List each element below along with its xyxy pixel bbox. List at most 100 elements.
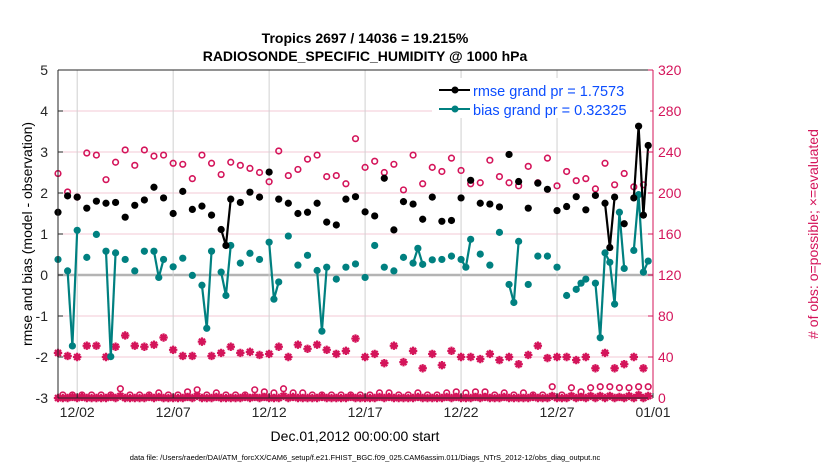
bias-point bbox=[639, 268, 648, 276]
evaluated-count-marker bbox=[370, 349, 379, 359]
possible-count-marker bbox=[275, 147, 283, 155]
evaluated-count-marker bbox=[197, 337, 207, 346]
y-right-tick-label: 40 bbox=[658, 349, 674, 365]
bias-point bbox=[467, 235, 475, 243]
evaluated-count-marker bbox=[389, 341, 399, 350]
evaluated-count-marker bbox=[207, 351, 216, 361]
evaluated-count-marker bbox=[274, 342, 283, 351]
bias-point bbox=[332, 275, 340, 283]
evaluated-count-marker bbox=[82, 341, 91, 350]
evaluated-count-marker bbox=[437, 361, 447, 370]
y-axis-right-label: # of obs: o=possible; ×=evaluated bbox=[805, 129, 821, 339]
chart-subtitle: RADIOSONDE_SPECIFIC_HUMIDITY @ 1000 hPa bbox=[203, 48, 528, 64]
evaluated-count-marker bbox=[552, 352, 562, 362]
bias-point bbox=[140, 247, 148, 255]
evaluated-offhour-marker bbox=[548, 391, 557, 401]
possible-offhour-marker bbox=[279, 385, 288, 393]
legend-rmse-label: rmse grand pr = 1.7573 bbox=[473, 84, 624, 100]
evaluated-count-marker bbox=[168, 345, 178, 355]
y-axis-label: rmse and bias (model - observation) bbox=[19, 122, 35, 346]
rmse-point bbox=[92, 197, 100, 205]
possible-count-marker bbox=[236, 161, 244, 169]
rmse-point bbox=[563, 202, 571, 211]
legend: rmse grand pr = 1.7573 bias grand pr = 0… bbox=[432, 78, 650, 119]
bias-point bbox=[265, 238, 273, 246]
legend-bias-label: bias grand pr = 0.32325 bbox=[473, 103, 627, 119]
evaluated-count-marker bbox=[351, 334, 360, 343]
bias-point bbox=[543, 252, 552, 260]
possible-count-marker bbox=[188, 175, 196, 183]
bias-point bbox=[462, 263, 470, 271]
x-tick-label: 01/01 bbox=[635, 404, 670, 420]
possible-count-marker bbox=[83, 149, 91, 157]
possible-offhour-marker bbox=[116, 385, 124, 393]
possible-count-marker bbox=[505, 179, 513, 187]
bias-point bbox=[313, 266, 321, 275]
bias-line-segment bbox=[599, 252, 607, 338]
rmse-point bbox=[620, 220, 628, 228]
evaluated-count-marker bbox=[341, 346, 351, 356]
y-tick-label: 3 bbox=[40, 144, 48, 160]
bias-point bbox=[510, 298, 518, 307]
legend-bias-marker bbox=[451, 105, 459, 113]
rmse-point bbox=[399, 198, 408, 206]
possible-offhour-marker bbox=[606, 383, 614, 391]
rmse-point bbox=[217, 225, 225, 234]
rmse-point bbox=[630, 194, 638, 202]
evaluated-count-marker bbox=[466, 352, 475, 362]
possible-count-marker bbox=[524, 162, 532, 170]
rmse-point bbox=[553, 207, 561, 215]
x-tick-label: 12/12 bbox=[252, 404, 287, 420]
possible-offhour-marker bbox=[567, 384, 576, 392]
y-right-tick-label: 160 bbox=[658, 226, 682, 242]
possible-count-marker bbox=[342, 180, 350, 188]
evaluated-count-marker bbox=[322, 345, 331, 355]
evaluated-offhour-marker bbox=[375, 392, 384, 402]
bias-line-segment bbox=[66, 270, 74, 347]
bias-line-segment bbox=[320, 267, 328, 332]
evaluated-count-marker bbox=[293, 340, 303, 349]
evaluated-offhour-marker bbox=[279, 391, 288, 401]
evaluated-count-marker bbox=[63, 351, 72, 361]
possible-count-marker bbox=[438, 167, 446, 176]
evaluated-count-marker bbox=[524, 350, 533, 360]
rmse-point bbox=[83, 204, 91, 212]
evaluated-count-marker bbox=[476, 354, 485, 364]
evaluated-count-marker bbox=[629, 352, 639, 362]
rmse-line-segment bbox=[603, 203, 611, 248]
possible-count-marker bbox=[217, 170, 225, 179]
rmse-point bbox=[150, 183, 158, 191]
possible-count-marker bbox=[102, 176, 110, 184]
evaluated-offhour-marker bbox=[77, 392, 87, 402]
bias-point bbox=[102, 247, 110, 255]
rmse-point bbox=[198, 202, 206, 210]
possible-count-marker bbox=[399, 186, 408, 194]
possible-count-marker bbox=[563, 167, 571, 176]
possible-count-marker bbox=[246, 164, 254, 172]
evaluated-offhour-marker bbox=[644, 391, 653, 401]
bias-line-segment bbox=[316, 270, 324, 332]
possible-count-marker bbox=[313, 151, 321, 159]
possible-count-marker bbox=[159, 151, 168, 159]
evaluated-count-marker bbox=[639, 364, 648, 373]
bias-point bbox=[476, 250, 484, 258]
bias-point bbox=[222, 291, 230, 300]
rmse-line-segment bbox=[608, 196, 616, 248]
rmse-point bbox=[409, 200, 417, 208]
evaluated-count-marker bbox=[159, 333, 168, 342]
bias-point bbox=[553, 263, 561, 271]
possible-count-marker bbox=[323, 173, 331, 181]
evaluated-count-marker bbox=[562, 352, 571, 362]
possible-count-marker bbox=[169, 159, 177, 167]
x-tick-label: 12/17 bbox=[348, 404, 383, 420]
evaluated-offhour-marker bbox=[567, 391, 576, 401]
legend-rmse-marker bbox=[451, 86, 459, 94]
possible-count-marker bbox=[284, 171, 292, 180]
bias-point bbox=[611, 300, 619, 308]
legend-box bbox=[432, 78, 650, 118]
evaluated-count-marker bbox=[428, 349, 437, 359]
possible-count-marker bbox=[150, 152, 158, 160]
bias-point bbox=[601, 249, 609, 257]
evaluated-count-marker bbox=[399, 357, 408, 367]
bias-point bbox=[179, 254, 187, 262]
